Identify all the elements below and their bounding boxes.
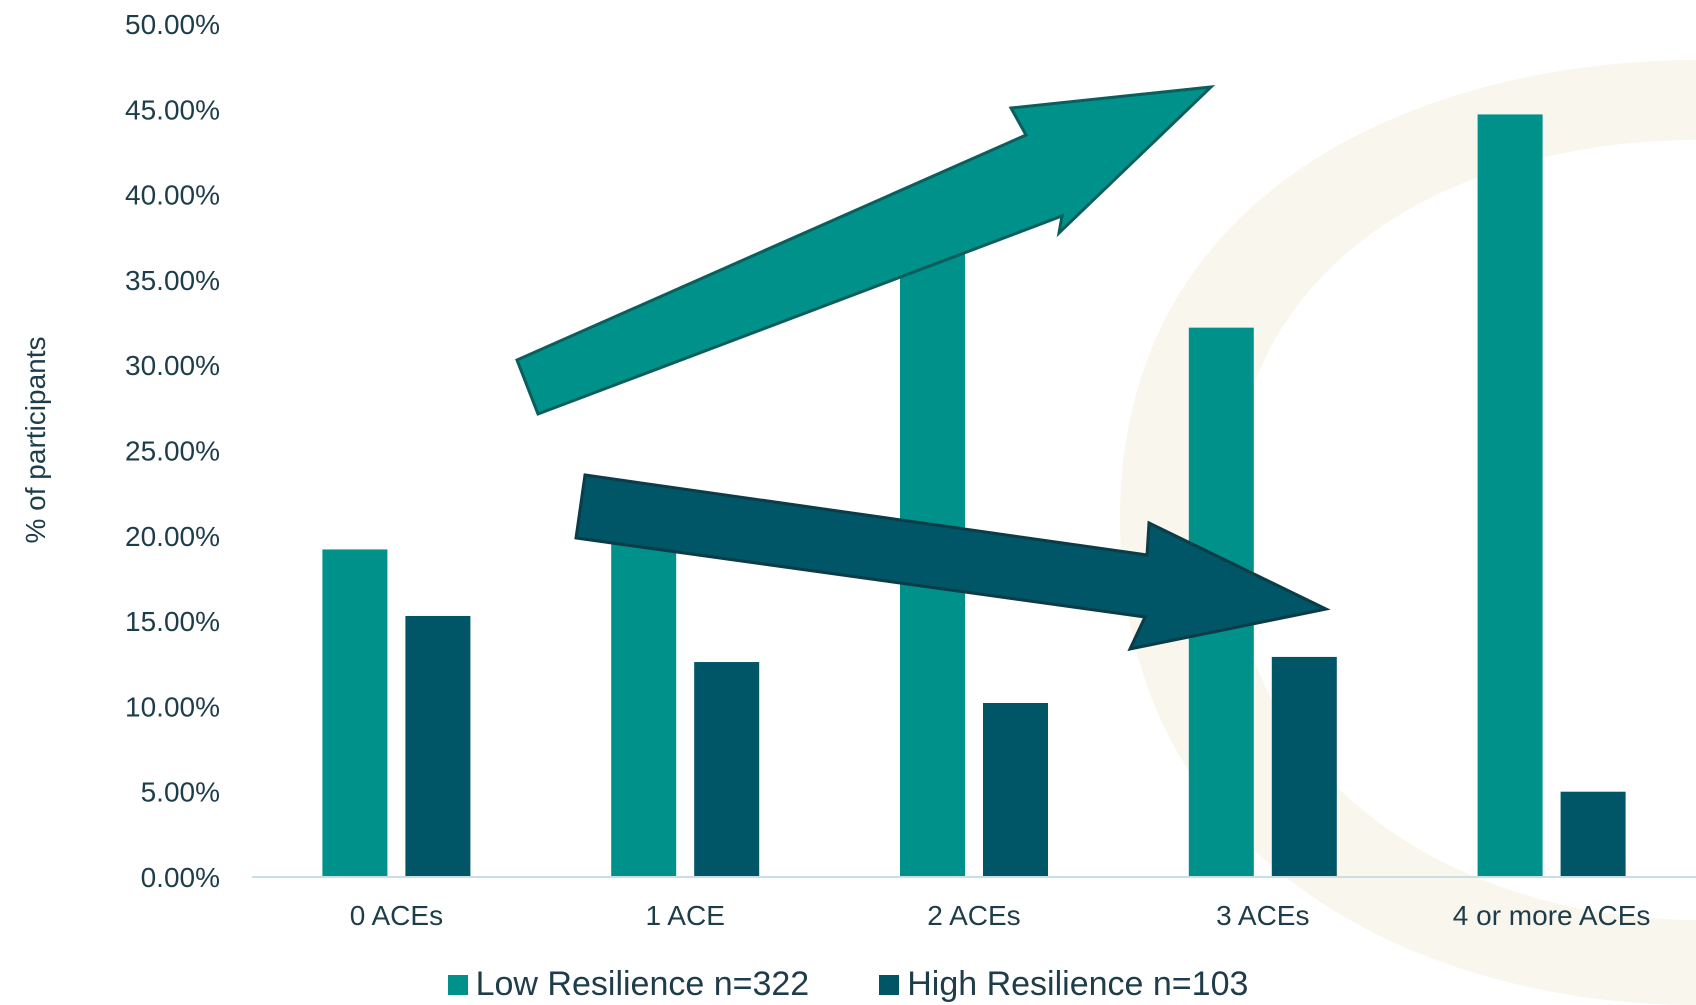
up-trend-arrow <box>515 85 1216 416</box>
x-axis-labels: 0 ACEs 1 ACE 2 ACEs 3 ACEs 4 or more ACEs <box>350 900 1651 931</box>
y-tick-label: 25.00% <box>125 436 220 467</box>
y-tick-label: 10.00% <box>125 691 220 722</box>
y-tick-label: 35.00% <box>125 265 220 296</box>
bar-high-resilience-1 <box>405 615 471 877</box>
legend-item-low-resilience: Low Resilience n=322 <box>447 965 810 1004</box>
bar-low-resilience-1 <box>322 549 388 877</box>
background-watermark <box>1120 60 1696 1005</box>
y-tick-label: 50.00% <box>125 9 220 40</box>
down-trend-arrow <box>574 473 1331 652</box>
y-tick-label: 30.00% <box>125 350 220 381</box>
legend-item-high-resilience: High Resilience n=103 <box>879 965 1248 1004</box>
y-tick-label: 20.00% <box>125 521 220 552</box>
y-tick-label: 45.00% <box>125 94 220 125</box>
x-category-label: 3 ACEs <box>1216 900 1309 931</box>
legend-swatch-high-resilience <box>879 974 900 995</box>
y-tick-label: 40.00% <box>125 180 220 211</box>
bar-high-resilience-2 <box>694 662 760 877</box>
y-axis-ticks: 0.00% 5.00% 10.00% 15.00% 20.00% 25.00% 30.00%… <box>125 9 220 893</box>
y-tick-label: 15.00% <box>125 606 220 637</box>
x-category-label: 0 ACEs <box>350 900 443 931</box>
y-axis-label: % of participants <box>20 337 51 544</box>
y-tick-label: 5.00% <box>141 777 220 808</box>
bar-low-resilience-5 <box>1477 114 1543 878</box>
x-category-label: 1 ACE <box>646 900 725 931</box>
legend-label-low-resilience: Low Resilience n=322 <box>475 965 810 1003</box>
legend-label-high-resilience: High Resilience n=103 <box>907 965 1249 1003</box>
x-category-label: 2 ACEs <box>927 900 1020 931</box>
bar-high-resilience-5 <box>1560 791 1626 877</box>
bar-high-resilience-3 <box>983 702 1048 877</box>
legend: Low Resilience n=322 High Resilience n=1… <box>0 965 1696 1004</box>
x-category-label: 4 or more ACEs <box>1453 900 1651 931</box>
y-tick-label: 0.00% <box>141 862 220 893</box>
y-axis-title: % of participants <box>20 337 51 544</box>
legend-swatch-low-resilience <box>447 974 468 995</box>
bars <box>322 114 1626 878</box>
bar-low-resilience-2 <box>611 544 677 877</box>
bar-high-resilience-4 <box>1271 656 1337 877</box>
